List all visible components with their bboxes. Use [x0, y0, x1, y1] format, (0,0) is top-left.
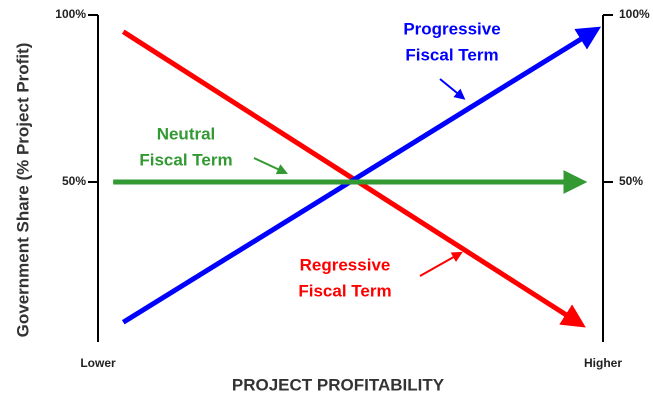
x-axis-title: PROJECT PROFITABILITY [232, 375, 445, 394]
x-tick-label: Lower [80, 356, 116, 370]
y-tick-label: 50% [62, 174, 86, 188]
y2-tick-label: 100% [619, 7, 650, 21]
series-line [121, 26, 602, 325]
annotation-text: Progressive [403, 19, 500, 38]
y2-tick-label: 50% [619, 174, 643, 188]
annotation-text: Fiscal Term [298, 281, 391, 300]
annotation-text: Fiscal Term [139, 150, 232, 169]
x-tick-label: Higher [584, 356, 622, 370]
y-axis-title: Government Share (% Project Profit) [13, 43, 32, 338]
annotation-arrow [419, 251, 463, 277]
series-line [121, 29, 586, 328]
annotation-text: Fiscal Term [405, 45, 498, 64]
annotation-arrow [439, 78, 466, 100]
y-tick-label: 100% [55, 7, 86, 21]
annotation-arrow [253, 157, 288, 175]
annotation-text: Neutral [157, 124, 216, 143]
annotation-text: Regressive [300, 255, 391, 274]
